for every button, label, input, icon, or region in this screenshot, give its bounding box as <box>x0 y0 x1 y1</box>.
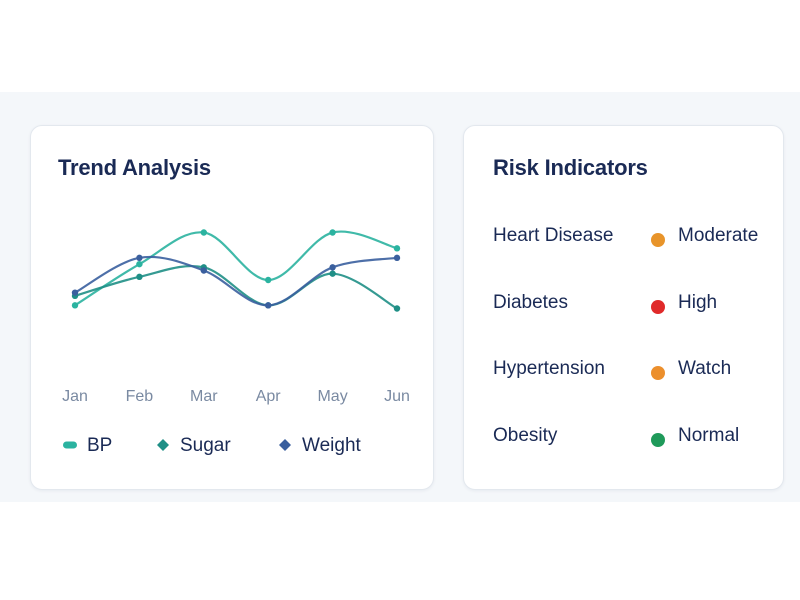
legend-marker-bp <box>63 441 77 449</box>
x-tick-label: Mar <box>190 388 218 405</box>
status-dot-icon <box>651 366 665 380</box>
status-dot-icon <box>651 233 665 247</box>
series-line-weight <box>73 255 399 307</box>
status-dot-icon <box>651 433 665 447</box>
trend-analysis-title: Trend Analysis <box>58 155 211 180</box>
data-point-weight-jun <box>393 254 401 262</box>
x-tick-label: May <box>317 388 347 405</box>
legend-label-weight: Weight <box>302 435 362 456</box>
risk-row-obesity: Obesity Normal <box>493 425 783 455</box>
risk-name: Hypertension <box>493 358 605 379</box>
data-point-bp-feb <box>136 260 143 268</box>
data-point-bp-mar <box>200 229 207 236</box>
data-point-weight-feb <box>136 254 143 262</box>
risk-indicators-card <box>463 125 784 490</box>
legend-marker-weight <box>279 439 291 451</box>
data-point-bp-apr <box>265 276 272 284</box>
data-point-bp-jun <box>393 245 401 252</box>
data-point-weight-apr <box>265 302 272 309</box>
x-tick-label: Jan <box>62 388 88 405</box>
risk-name: Heart Disease <box>493 225 614 246</box>
x-tick-label: Jun <box>384 388 410 405</box>
data-point-sugar-feb <box>136 273 143 281</box>
risk-row-heart-disease: Heart Disease Moderate <box>493 225 783 255</box>
risk-indicators-title: Risk Indicators <box>493 155 648 180</box>
x-tick-label: Feb <box>126 388 154 405</box>
legend-marker-sugar <box>157 439 169 451</box>
data-point-weight-mar <box>200 267 207 274</box>
data-point-sugar-jun <box>393 305 401 312</box>
risk-level: Watch <box>678 358 732 379</box>
data-point-bp-may <box>329 229 336 236</box>
trend-analysis-card <box>30 125 434 490</box>
risk-row-hypertension: Hypertension Watch <box>493 358 783 388</box>
risk-name: Diabetes <box>493 292 568 313</box>
trend-chart: Jan Feb Mar Apr May Jun BP Sugar Weight <box>62 229 410 456</box>
risk-level: High <box>678 292 718 313</box>
risk-row-diabetes: Diabetes High <box>493 292 783 322</box>
data-point-bp-jan <box>71 302 79 309</box>
legend-label-bp: BP <box>87 435 112 456</box>
series-line-bp <box>73 230 399 307</box>
status-dot-icon <box>651 300 665 314</box>
risk-level: Moderate <box>678 225 759 246</box>
data-point-weight-may <box>329 264 336 271</box>
data-point-sugar-may <box>329 270 336 277</box>
risk-level: Normal <box>678 425 740 446</box>
data-point-weight-jan <box>71 289 79 296</box>
x-tick-label: Apr <box>256 388 282 405</box>
risk-name: Obesity <box>493 425 558 446</box>
legend-label-sugar: Sugar <box>180 435 231 456</box>
series-line-sugar <box>73 264 399 310</box>
